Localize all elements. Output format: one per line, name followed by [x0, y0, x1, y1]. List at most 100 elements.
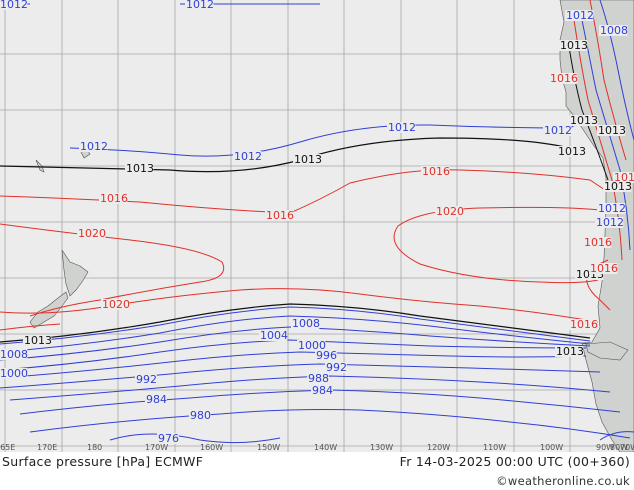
isobar-label: 984 — [312, 384, 333, 397]
graticule — [0, 0, 634, 452]
isobar-label-background — [549, 73, 578, 84]
lon-tick-label: 90W — [596, 443, 614, 452]
isobar-label-background — [325, 362, 347, 373]
isobar-label: 1013 — [558, 145, 586, 158]
isobar-label-background — [575, 269, 604, 280]
lon-tick-label: 100W — [540, 443, 563, 452]
isobar-label: 1012 — [80, 140, 108, 153]
isobar-label: 988 — [308, 372, 329, 385]
isobar-label: 1013 — [598, 124, 626, 137]
isobar-1020-east — [393, 206, 601, 284]
isobar-label: 1012 — [544, 124, 572, 137]
isobar-label: 1000 — [0, 367, 28, 380]
isobar-label: 1013 — [126, 162, 154, 175]
lon-tick-label: 80W — [610, 443, 628, 452]
isobar-label-background — [583, 237, 612, 248]
isobar-label-background — [543, 125, 572, 136]
isobar-label-background — [387, 122, 416, 133]
lon-tick-label: 170E — [37, 443, 57, 452]
lon-tick-label: 130W — [370, 443, 393, 452]
isobar-label: 1016 — [590, 262, 618, 275]
isobar-label: 1016 — [100, 192, 128, 205]
credit-link[interactable]: ©weatheronline.co.uk — [496, 474, 630, 488]
isobar-label-background — [307, 373, 329, 384]
isobar-label: 1020 — [436, 205, 464, 218]
lon-tick-label: 110W — [483, 443, 506, 452]
lon-tick-label: 150W — [257, 443, 280, 452]
isobar-label: 1012 — [566, 9, 594, 22]
new-zealand-north-island — [61, 249, 89, 297]
isobar-label-background — [555, 346, 584, 357]
isobar-1008 — [0, 315, 591, 353]
isobar-label-background — [101, 299, 130, 310]
isobar-label-background — [569, 115, 598, 126]
lon-tick-label: 120W — [427, 443, 450, 452]
map-title: Surface pressure [hPa] ECMWF — [2, 454, 204, 469]
isobar-label-background — [311, 385, 333, 396]
isobar-label: 984 — [146, 393, 167, 406]
isobar-996 — [0, 351, 587, 379]
isobar-label: 1012 — [596, 216, 624, 229]
isobar-label-background — [597, 125, 626, 136]
andes-isobar-3 — [567, 39, 609, 181]
isobar-980 — [29, 409, 631, 439]
isobar-976 — [109, 433, 281, 444]
isobar-label: 1013 — [560, 39, 588, 52]
isobar-label: 1012 — [598, 202, 626, 215]
isobar-1012-south — [0, 306, 591, 345]
isobar-label: 1016 — [584, 236, 612, 249]
isobar-label-background — [293, 154, 322, 165]
isobar-label: 1016 — [266, 209, 294, 222]
isobar-label-background — [0, 349, 28, 360]
isobar-label: 1020 — [102, 298, 130, 311]
isobar-label-background — [599, 25, 628, 36]
lon-tick-labels: 165E 170E 180 170W 160W 150W 140W 130W 120W 110W 1… — [0, 443, 634, 452]
isobar-label: 1012 — [234, 150, 262, 163]
isobar-label-background — [0, 368, 28, 379]
isobar-label: 1013 — [604, 180, 632, 193]
isobar-label-background — [421, 166, 450, 177]
isobar-label: 1012 — [388, 121, 416, 134]
isobar-label-background — [77, 228, 106, 239]
isobar-label: 1013 — [294, 153, 322, 166]
tierra-del-fuego — [585, 341, 629, 361]
isobar-label-background — [595, 217, 624, 228]
isobar-label: 992 — [326, 361, 347, 374]
isobar-label-background — [315, 350, 337, 361]
pressure-map: 165E170E180170W160W150W140W130W120W110W1… — [0, 0, 634, 452]
isobar-label-background — [135, 374, 157, 385]
isobar-label: 1012 — [0, 0, 28, 11]
isobar-988 — [9, 375, 611, 401]
isobar-992 — [0, 363, 601, 389]
isobar-976-east — [599, 431, 634, 441]
isobar-label: 980 — [190, 409, 211, 422]
isobar-1016-southwest — [0, 323, 61, 331]
isobar-label-background — [157, 433, 179, 444]
isobar-label-background — [297, 340, 326, 351]
valid-time: Fr 14-03-2025 00:00 UTC (00+360) — [399, 454, 630, 469]
isobar-label: 1013 — [556, 345, 584, 358]
lon-tick-label: 70W — [620, 443, 634, 452]
lon-tick-label: 180 — [87, 443, 102, 452]
isobar-label-background — [569, 319, 598, 330]
isobar-label-background — [559, 40, 588, 51]
isobar-label: 1008 — [600, 24, 628, 37]
isobar-label: 1008 — [292, 317, 320, 330]
isobar-label: 1020 — [78, 227, 106, 240]
isobar-label-background — [613, 172, 634, 183]
isobar-label: 1013 — [570, 114, 598, 127]
isobar-1016-south — [0, 288, 599, 323]
isobar-label-background — [557, 146, 586, 157]
isobar-label: 1016 — [570, 318, 598, 331]
isobar-label-background — [435, 206, 464, 217]
isobar-label-background — [603, 181, 632, 192]
isobar-label-background — [259, 330, 288, 341]
map-footer: Surface pressure [hPa] ECMWF Fr 14-03-20… — [0, 452, 634, 490]
land — [29, 0, 634, 452]
isobar-label: 996 — [316, 349, 337, 362]
isobar-label-background — [189, 410, 211, 421]
isobar-label-background — [597, 203, 626, 214]
isobar-label-background — [233, 151, 262, 162]
isobar-label: 1012 — [186, 0, 214, 11]
